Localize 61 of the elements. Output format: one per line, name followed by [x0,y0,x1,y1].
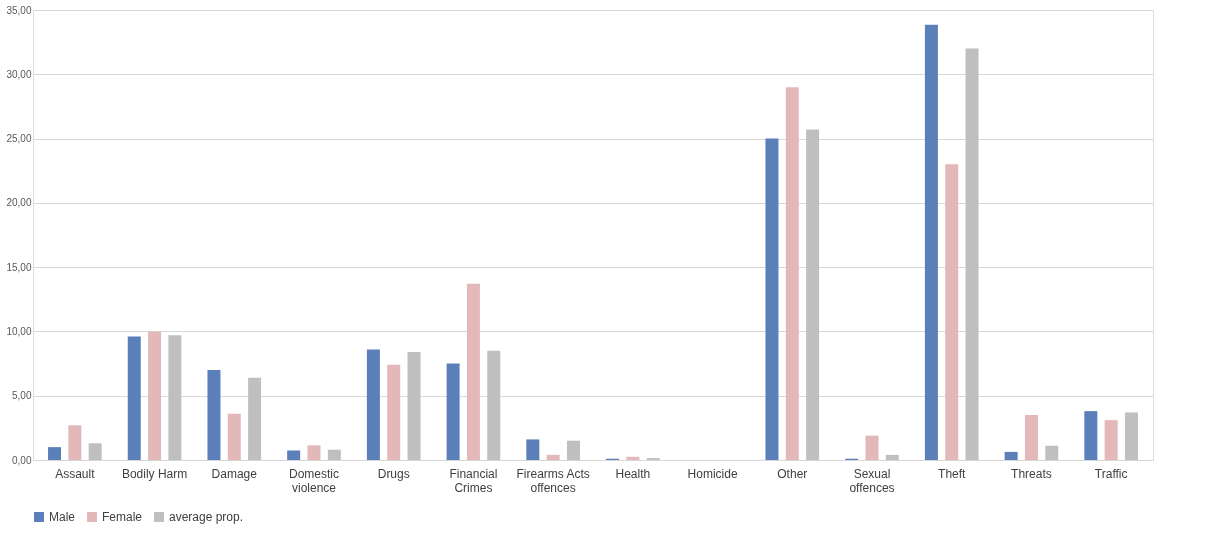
bar [48,447,62,460]
x-tick-label: Drugs [377,466,410,481]
x-tick-label: Financial Crimes [449,466,498,495]
bar [88,443,102,460]
x-tick-label: Homicide [687,466,738,481]
y-tick-label: 20,00 [6,197,32,209]
x-tick-label: Firearms Acts offences [516,466,590,495]
bar [865,435,879,460]
bar [248,377,262,460]
y-tick-label: 5,00 [12,390,32,402]
bar [1104,420,1118,460]
bar [446,363,460,460]
y-tick-label: 30,00 [6,68,32,80]
y-tick-label: 25,00 [6,133,32,145]
bar [785,87,799,460]
y-tick-label: 35,00 [6,4,32,16]
bar [945,164,959,460]
x-tick-label: Damage [211,466,258,481]
bar [127,336,141,460]
y-tick-label: 15,00 [6,261,32,273]
bar [287,450,301,460]
bar [487,350,501,460]
bar [307,445,321,460]
bar [168,335,182,460]
bar [526,439,540,460]
legend-label: Female [102,510,143,524]
x-tick-label: Theft [938,466,967,481]
legend-label: Male [49,510,76,524]
legend-label: average prop. [169,510,244,524]
x-tick-label: Bodily Harm [121,466,188,481]
bar [1024,415,1038,460]
bar [924,24,938,460]
bar [626,456,640,460]
bar [546,454,560,460]
bar [407,352,421,460]
bar [765,138,779,460]
y-tick-label: 0,00 [12,454,32,466]
bar [68,425,82,460]
x-tick-label: Assault [55,466,96,481]
bar [1124,412,1138,460]
bar [965,48,979,460]
y-tick-label: 10,00 [6,325,32,337]
bar [806,129,820,460]
x-tick-label: Health [615,466,651,481]
bar [366,349,380,460]
bar [566,440,580,460]
x-tick-label: Other [777,466,808,481]
bar [1004,451,1018,460]
bar [466,283,480,460]
bar [327,449,341,460]
x-tick-label: Domestic violence [288,466,339,495]
x-tick-label: Threats [1011,466,1052,481]
bar [1045,445,1059,460]
bar [207,370,221,460]
x-tick-label: Sexual offences [849,466,895,495]
bar [885,454,899,460]
bar [1084,411,1098,460]
bar [387,364,401,460]
x-tick-label: Traffic [1094,466,1128,481]
bar [148,331,162,460]
bar [227,413,241,460]
